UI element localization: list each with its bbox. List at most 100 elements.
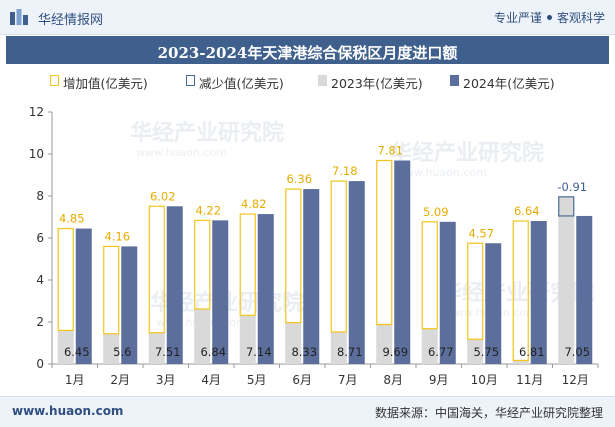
- change-label-5: 4.82: [241, 197, 267, 211]
- value-label-2024-12: 7.05: [564, 345, 590, 359]
- header-bar: 华经情报网 专业严谨 客观科学: [0, 0, 615, 35]
- change-label-8: 7.81: [377, 144, 403, 158]
- chart-title: 2023-2024年天津港综合保税区月度进口额: [157, 44, 458, 62]
- change-label-4: 4.22: [195, 203, 221, 217]
- data-source: 数据来源：中国海关，华经产业研究院整理: [375, 404, 603, 421]
- title-bar: 2023-2024年天津港综合保税区月度进口额: [6, 36, 609, 64]
- bar-2023-4: [194, 308, 211, 364]
- bar-2023-3: [148, 332, 165, 364]
- change-label-10: 4.57: [468, 226, 494, 240]
- increase-box-11: [512, 220, 529, 362]
- value-label-2024-10: 5.75: [473, 345, 499, 359]
- bar-2023-5: [239, 315, 256, 364]
- bar-2024-11: [530, 220, 547, 364]
- watermark-url: www.huaon.com: [136, 146, 227, 159]
- huajing-logo-icon: [10, 9, 28, 25]
- value-label-2024-4: 6.84: [200, 345, 226, 359]
- bar-2024-4: [212, 220, 229, 364]
- watermark-text: 华经产业研究院: [390, 140, 544, 166]
- slogan: 专业严谨 客观科学: [494, 9, 605, 26]
- legend-swatch-decrease: [186, 75, 195, 86]
- bar-2024-6: [303, 189, 320, 364]
- bar-2023-9: [421, 328, 438, 364]
- increase-box-10: [467, 242, 484, 340]
- increase-box-3: [148, 205, 165, 334]
- bar-2024-9: [439, 221, 456, 364]
- increase-box-9: [421, 221, 438, 330]
- bar-2024-10: [485, 243, 502, 364]
- change-label-11: 6.64: [514, 204, 540, 218]
- footer-bar: www.huaon.com 数据来源：中国海关，华经产业研究院整理: [0, 397, 615, 427]
- watermark-url: www.huaon.com: [396, 166, 487, 179]
- bar-2023-10: [467, 339, 484, 364]
- source-label: 数据来源：: [374, 406, 435, 420]
- x-category-label-5: 5月: [247, 373, 267, 387]
- slogan-left: 专业严谨: [493, 11, 542, 25]
- legend-swatch-2024: [450, 75, 459, 86]
- legend-label-increase: 增加值(亿美元): [63, 76, 148, 91]
- y-tick-label: 4: [36, 273, 44, 287]
- legend-swatch-2023: [318, 75, 327, 86]
- legend-label-2024: 2024年(亿美元): [463, 76, 555, 91]
- bar-2023-6: [285, 322, 302, 364]
- change-label-2: 4.16: [104, 229, 130, 243]
- x-category-label-4: 4月: [201, 373, 221, 387]
- y-tick-label: 8: [36, 189, 44, 203]
- value-label-2024-11: 6.81: [519, 345, 545, 359]
- x-category-label-12: 12月: [562, 373, 589, 387]
- x-category-label-3: 3月: [156, 373, 176, 387]
- change-label-3: 6.02: [150, 189, 176, 203]
- x-category-label-6: 6月: [292, 373, 312, 387]
- source-text: 中国海关，华经产业研究院整理: [434, 406, 603, 420]
- x-category-label-8: 8月: [383, 373, 403, 387]
- y-tick-label: 10: [29, 147, 44, 161]
- bar-2024-7: [348, 181, 365, 364]
- increase-box-6: [285, 188, 302, 324]
- bar-2024-3: [166, 206, 183, 364]
- watermark-text: 华经产业研究院: [130, 120, 284, 146]
- x-category-label-9: 9月: [429, 373, 449, 387]
- legend-label-decrease: 减少值(亿美元): [199, 76, 284, 91]
- brand-name: 华经情报网: [38, 13, 104, 28]
- change-label-7: 7.18: [332, 164, 358, 178]
- value-label-2024-5: 7.14: [246, 345, 272, 359]
- increase-box-7: [330, 180, 347, 333]
- increase-box-1: [57, 227, 74, 332]
- change-label-6: 6.36: [286, 172, 312, 186]
- y-tick-label: 6: [36, 231, 44, 245]
- x-category-label-1: 1月: [65, 373, 85, 387]
- increase-box-5: [239, 213, 256, 316]
- slogan-right: 客观科学: [556, 11, 605, 25]
- value-label-2024-7: 8.71: [337, 345, 363, 359]
- y-tick-label: 2: [36, 315, 44, 329]
- legend: 增加值(亿美元) 减少值(亿美元) 2023年(亿美元) 2024年(亿美元): [50, 72, 610, 92]
- x-category-label-2: 2月: [110, 373, 130, 387]
- value-label-2024-3: 7.51: [155, 345, 181, 359]
- legend-label-2023: 2023年(亿美元): [331, 76, 423, 91]
- increase-box-2: [103, 245, 120, 335]
- bar-2023-8: [376, 324, 393, 364]
- bar-2023-7: [330, 331, 347, 364]
- bar-2024-5: [257, 214, 274, 364]
- x-category-label-7: 7月: [338, 373, 358, 387]
- change-label-1: 4.85: [59, 212, 85, 226]
- y-tick-label: 12: [29, 105, 44, 119]
- bar-2023-12: [558, 196, 575, 364]
- slogan-separator-dot: [546, 15, 552, 20]
- x-category-label-11: 11月: [516, 373, 543, 387]
- bar-2024-2: [121, 246, 138, 364]
- value-label-2024-8: 9.69: [382, 345, 408, 359]
- x-category-label-10: 10月: [471, 373, 498, 387]
- value-label-2024-9: 6.77: [428, 345, 454, 359]
- decrease-box-12: [558, 196, 575, 217]
- y-tick-label: 0: [36, 357, 44, 371]
- bar-2023-2: [103, 333, 120, 364]
- value-label-2024-2: 5.6: [113, 345, 131, 359]
- increase-box-4: [194, 219, 211, 310]
- value-label-2024-1: 6.45: [64, 345, 90, 359]
- bar-2024-1: [75, 228, 92, 364]
- value-label-2024-6: 8.33: [291, 345, 317, 359]
